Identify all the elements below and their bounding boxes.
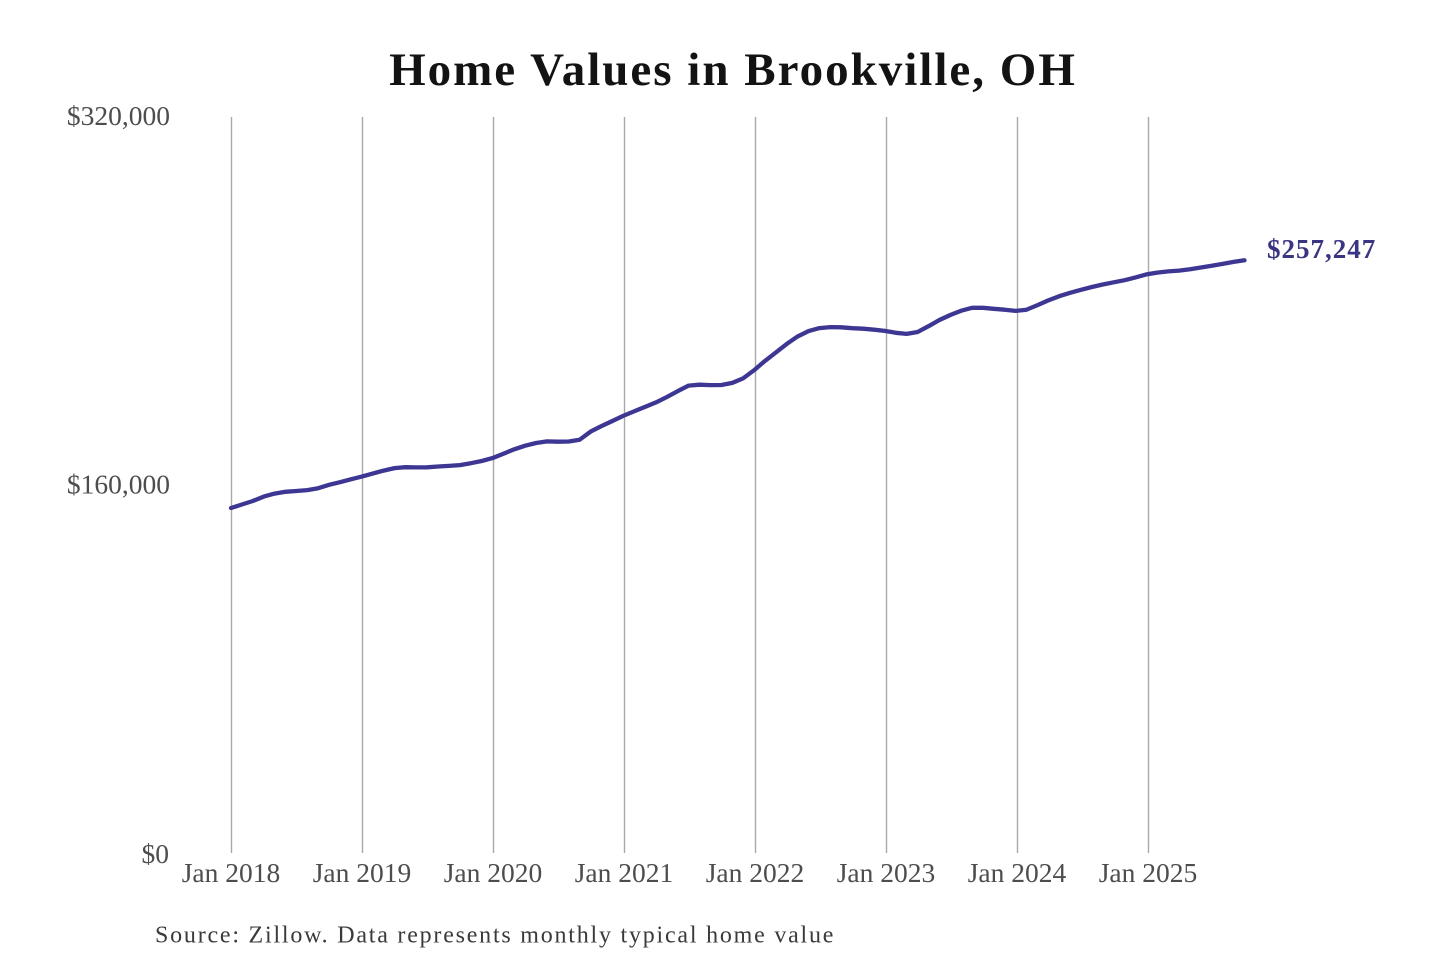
svg-text:Jan 2020: Jan 2020 [444,857,543,888]
svg-text:$160,000: $160,000 [67,469,170,500]
svg-text:Jan 2023: Jan 2023 [837,857,936,888]
svg-text:Jan 2025: Jan 2025 [1099,857,1198,888]
svg-text:Jan 2022: Jan 2022 [706,857,805,888]
svg-text:$257,247: $257,247 [1267,234,1376,264]
svg-text:Home Values in Brookville, OH: Home Values in Brookville, OH [389,44,1077,96]
svg-text:Jan 2024: Jan 2024 [968,857,1067,888]
svg-text:Jan 2018: Jan 2018 [182,857,281,888]
svg-text:Source: Zillow. Data represent: Source: Zillow. Data represents monthly … [155,923,835,949]
svg-text:$0: $0 [142,838,170,869]
svg-text:Jan 2019: Jan 2019 [313,857,412,888]
svg-text:Jan 2021: Jan 2021 [575,857,674,888]
svg-text:$320,000: $320,000 [67,100,170,131]
